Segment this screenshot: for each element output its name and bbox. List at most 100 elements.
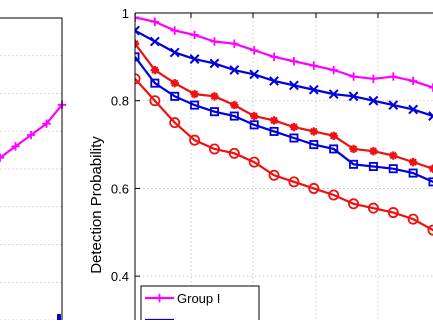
series-2-group bbox=[135, 39, 433, 173]
legend-label: Group I bbox=[177, 291, 220, 306]
series-point bbox=[269, 116, 279, 125]
series-point bbox=[150, 65, 160, 75]
series-point bbox=[349, 72, 358, 81]
series-point bbox=[289, 57, 299, 66]
series-point bbox=[289, 80, 299, 91]
series-point bbox=[367, 202, 379, 214]
grid-lines bbox=[135, 13, 433, 320]
series-3-group bbox=[135, 52, 433, 187]
series-point bbox=[428, 111, 433, 121]
y-axis-label: Detection Probability bbox=[88, 136, 105, 274]
y-tick-label: 0.8 bbox=[111, 94, 129, 109]
series-point bbox=[229, 65, 240, 75]
series-point bbox=[349, 159, 359, 169]
series-point bbox=[210, 37, 219, 46]
series-point bbox=[348, 91, 359, 102]
series-line bbox=[135, 56, 433, 184]
series-point bbox=[408, 168, 418, 178]
legend-marker bbox=[155, 293, 164, 303]
series-point bbox=[408, 76, 418, 86]
series-point bbox=[289, 122, 299, 132]
series-point bbox=[249, 120, 259, 130]
series-point bbox=[190, 30, 199, 40]
series-point bbox=[329, 144, 339, 154]
series-point bbox=[170, 91, 180, 101]
series-point bbox=[135, 25, 140, 36]
series-line bbox=[135, 78, 433, 232]
series-point bbox=[308, 182, 320, 194]
y-tick-label: 1 bbox=[122, 6, 129, 21]
series-point bbox=[229, 111, 239, 121]
series-point bbox=[170, 78, 179, 88]
series-point bbox=[368, 95, 379, 106]
series-point bbox=[269, 126, 279, 136]
series-point bbox=[170, 26, 179, 35]
series-point bbox=[189, 54, 200, 64]
series-point bbox=[348, 198, 360, 210]
series-point bbox=[169, 117, 181, 129]
series-point bbox=[169, 47, 180, 58]
series-point bbox=[369, 146, 378, 156]
series-point bbox=[228, 147, 240, 159]
series-point bbox=[209, 58, 220, 69]
series-point bbox=[149, 36, 160, 47]
series-point bbox=[230, 39, 239, 48]
series-point bbox=[189, 134, 201, 146]
series-point bbox=[150, 78, 160, 88]
series-point bbox=[309, 61, 318, 70]
series-point bbox=[329, 65, 338, 75]
series-line bbox=[135, 43, 433, 170]
series-point bbox=[408, 157, 418, 167]
series-point bbox=[26, 130, 36, 140]
series-point bbox=[11, 142, 20, 151]
y-tick-label: 0.4 bbox=[111, 269, 129, 284]
series-point bbox=[428, 164, 433, 173]
series-point bbox=[407, 213, 419, 225]
series-point bbox=[42, 119, 51, 128]
series-point bbox=[408, 104, 419, 115]
series-point bbox=[250, 111, 259, 121]
series-point bbox=[135, 52, 140, 62]
series-point bbox=[190, 100, 200, 110]
series-point bbox=[328, 189, 340, 201]
series-1-group bbox=[135, 25, 433, 121]
series-point bbox=[248, 156, 260, 168]
series-point bbox=[208, 143, 220, 155]
series-point bbox=[150, 17, 160, 26]
legend-box bbox=[140, 285, 260, 325]
series-point bbox=[288, 176, 300, 188]
series-0-group bbox=[135, 13, 433, 92]
series-point bbox=[269, 52, 279, 62]
series-point bbox=[268, 169, 280, 181]
series-point bbox=[388, 164, 398, 174]
series-point bbox=[210, 92, 219, 101]
series-point bbox=[250, 46, 259, 55]
series-point bbox=[309, 140, 319, 150]
series-point bbox=[389, 151, 398, 160]
series-point bbox=[230, 100, 239, 110]
series-point bbox=[328, 89, 339, 100]
legend-fragment bbox=[57, 314, 61, 320]
series-point bbox=[388, 100, 399, 111]
y-tick-label: 0.6 bbox=[111, 181, 129, 196]
series-point bbox=[387, 207, 399, 219]
series-point bbox=[329, 131, 338, 140]
series-line bbox=[135, 16, 433, 89]
series-point bbox=[135, 13, 140, 22]
series-point bbox=[135, 73, 141, 85]
series-point bbox=[269, 76, 279, 86]
grid-lines bbox=[0, 55, 62, 321]
y-tick-group: 0.4 0.6 0.8 1 bbox=[111, 6, 140, 284]
series-point bbox=[209, 107, 219, 117]
series-point bbox=[190, 89, 199, 99]
legend: Group I bbox=[140, 285, 260, 325]
series-4-group bbox=[135, 73, 433, 236]
series-point bbox=[308, 84, 319, 95]
series-point bbox=[289, 133, 299, 143]
series-point bbox=[368, 161, 378, 171]
series-point bbox=[349, 144, 358, 154]
series-point bbox=[369, 74, 378, 83]
series-point bbox=[389, 72, 398, 81]
